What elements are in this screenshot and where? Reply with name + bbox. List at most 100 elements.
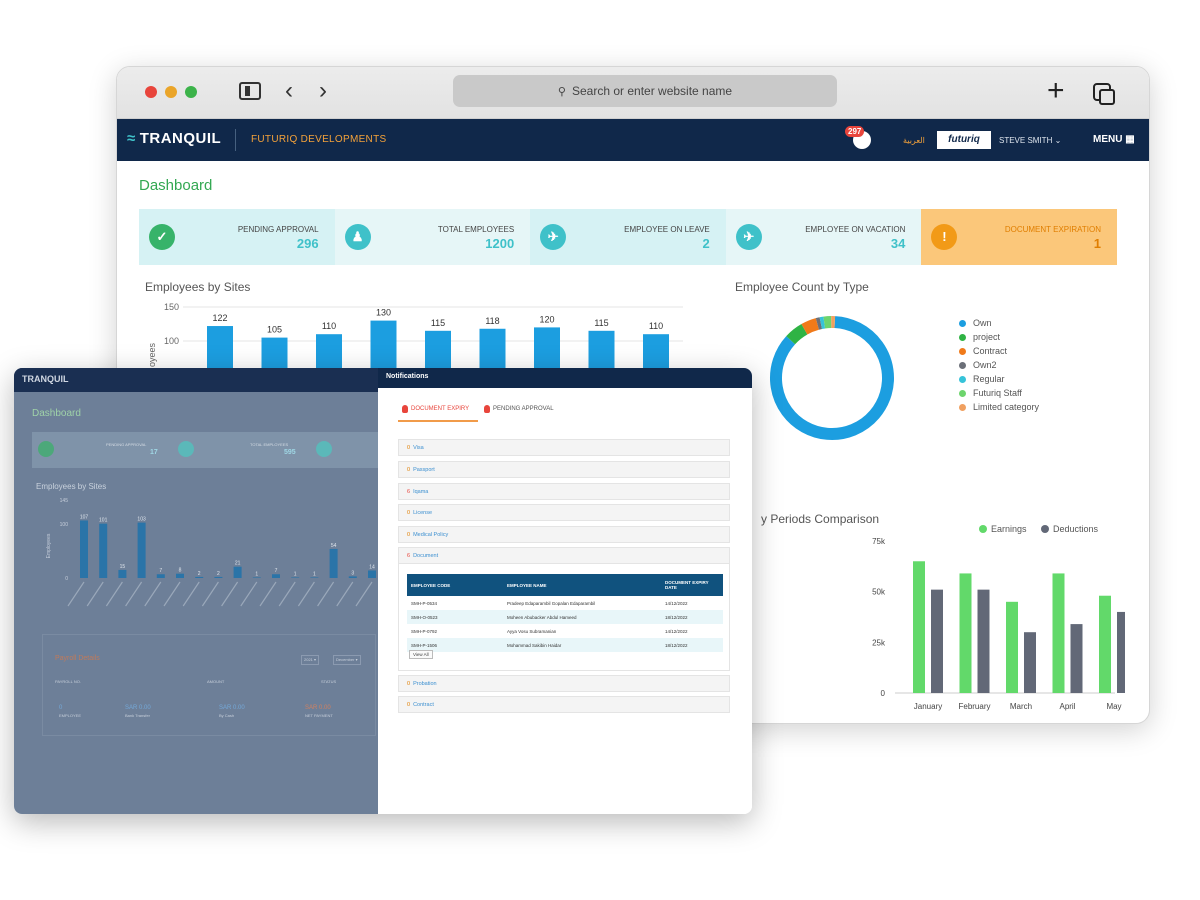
search-icon: ⚲	[557, 86, 566, 98]
bar-value-label: 54	[331, 543, 337, 549]
header-divider	[235, 129, 236, 151]
month-value: December	[336, 657, 355, 662]
bar-value-label: 110	[649, 321, 663, 331]
x-tick-label	[317, 581, 335, 607]
month-select[interactable]: December ▾	[333, 655, 361, 665]
donut-slice	[786, 324, 808, 345]
close-window-button[interactable]	[145, 86, 157, 98]
pin-icon	[402, 405, 408, 413]
pin-icon	[484, 405, 490, 413]
notifications-title: Notifications	[386, 373, 429, 380]
dimmed-summary-cards: PENDING APPROVAL 17 TOTAL EMPLOYEES 595	[32, 432, 378, 468]
bar-value-label: 8	[179, 568, 182, 574]
y-tick-label: 0	[65, 576, 68, 582]
dimmed-page-title: Dashboard	[32, 408, 81, 419]
expiry-row-passport[interactable]: 0 Passport	[398, 461, 730, 478]
bar	[310, 577, 319, 578]
expiry-row-contract[interactable]: 0 Contract	[398, 696, 730, 713]
app-logo[interactable]: ≈ TRANQUIL	[127, 130, 221, 147]
app-logo-text: TRANQUIL	[139, 130, 222, 147]
bar	[348, 576, 357, 578]
legend-item[interactable]: Contract	[959, 344, 1039, 358]
legend-swatch	[1041, 525, 1049, 533]
tabs-overview-icon[interactable]	[1093, 83, 1115, 105]
table-row[interactable]: SMH-O-0523 Moheen Abubacker Abdul Hameed…	[407, 610, 723, 624]
forward-icon[interactable]: ›	[319, 77, 327, 104]
bar	[214, 576, 223, 578]
user-name: STEVE SMITH	[999, 136, 1053, 145]
table-row[interactable]: SMH-P-0792 Ayya Vosu Subramanian 14/12/2…	[407, 624, 723, 638]
bar-value-label: 3	[351, 570, 354, 576]
cell-name: Moheen Abubacker Abdul Hameed	[503, 610, 661, 624]
bar-value-label: 2	[198, 571, 201, 577]
cell-code: SMH-P-1506	[407, 638, 503, 652]
bar-value-label: 2	[217, 571, 220, 577]
card-pending-approval[interactable]: ✓ PENDING APPROVAL 296	[139, 209, 335, 265]
tab-document-expiry[interactable]: DOCUMENT EXPIRY	[402, 405, 470, 413]
periods-comparison-chart: 75k 50k 25k 0 January February March April May Ea…	[872, 524, 1125, 711]
bar-value-label: 130	[376, 308, 391, 318]
user-menu[interactable]: STEVE SMITH ⌄	[999, 136, 1061, 145]
col-employee-code: EMPLOYEE CODE	[407, 574, 503, 596]
bar	[1099, 595, 1111, 693]
address-bar[interactable]: ⚲ Search or enter website name	[453, 75, 837, 107]
payroll-cash-amount: SAR 0.00	[219, 705, 245, 711]
bar	[1052, 573, 1065, 693]
client-logo: futuriq	[937, 131, 991, 149]
bar	[99, 523, 108, 578]
cell-date: 14/12/2022	[665, 600, 688, 606]
expiry-row-license[interactable]: 0 License	[398, 504, 730, 521]
cell-date: 18/12/2022	[661, 638, 723, 652]
legend-item[interactable]: Own	[959, 316, 1039, 330]
legend-item[interactable]: Regular	[959, 372, 1039, 386]
year-select[interactable]: 2021 ▾	[301, 655, 320, 665]
cell-code: SMH-P-0792	[411, 628, 438, 634]
bar-value-label: 15	[120, 564, 126, 570]
view-all-button[interactable]: View All	[409, 650, 433, 659]
y-tick-label: 25k	[872, 638, 886, 647]
bar	[252, 577, 261, 578]
row-label: Medical Policy	[413, 532, 449, 538]
bar-value-label: 120	[539, 314, 554, 324]
bar	[291, 577, 300, 578]
expiry-row-probation[interactable]: 0 Probation	[398, 675, 730, 692]
legend-item[interactable]: project	[959, 330, 1039, 344]
new-tab-button[interactable]: +	[1047, 74, 1065, 107]
bar	[118, 569, 127, 578]
tab-pending-approval[interactable]: PENDING APPROVAL	[484, 405, 554, 413]
bar	[931, 589, 943, 693]
expiry-row-document[interactable]: 6 Document	[398, 547, 730, 564]
card-employee-on-vacation[interactable]: ✈ EMPLOYEE ON VACATION 34	[725, 209, 922, 265]
back-icon[interactable]: ‹	[285, 77, 293, 104]
grid-icon: ▦	[1125, 134, 1135, 145]
legend-item[interactable]: Own2	[959, 358, 1039, 372]
table-row[interactable]: SMH-P-1506 Mohammad Sakibin Haidar 18/12…	[407, 638, 723, 652]
main-menu-button[interactable]: MENU ▦	[1093, 134, 1135, 145]
payroll-employee-count: 0	[59, 705, 63, 711]
expiry-row-iqama[interactable]: 6 Iqama	[398, 483, 730, 500]
legend-item[interactable]: Futuriq Staff	[959, 386, 1039, 400]
legend-swatch	[959, 390, 966, 398]
payroll-cash-label: By Cash	[219, 713, 235, 718]
expiry-row-medical-policy[interactable]: 0 Medical Policy	[398, 526, 730, 543]
tab-label: DOCUMENT EXPIRY	[411, 406, 470, 412]
bar-value-label: 1	[313, 571, 316, 577]
legend-swatch	[959, 320, 966, 328]
x-tick-label	[336, 581, 354, 607]
card-value: 1	[1093, 236, 1101, 251]
bar-value-label: 101	[99, 518, 108, 524]
sidebar-toggle-icon[interactable]	[239, 82, 261, 100]
card-total-employees[interactable]: ♟ TOTAL EMPLOYEES 1200	[334, 209, 531, 265]
maximize-window-button[interactable]	[185, 86, 197, 98]
table-row[interactable]: SMH-P-0534 Pradeep Edaparambil Gopalan E…	[407, 596, 723, 610]
language-switch[interactable]: العربية	[903, 136, 925, 145]
x-tick-label: March	[1010, 702, 1032, 711]
legend-item[interactable]: Limited category	[959, 400, 1039, 414]
x-tick-label	[67, 581, 85, 607]
card-employee-on-leave[interactable]: ✈ EMPLOYEE ON LEAVE 2	[530, 209, 726, 265]
minimize-window-button[interactable]	[165, 86, 177, 98]
row-count: 0	[407, 510, 411, 516]
expiry-row-visa[interactable]: 0 Visa	[398, 439, 730, 456]
card-document-expiration[interactable]: ! DOCUMENT EXPIRATION 1	[921, 209, 1117, 265]
dimmed-logo: TRANQUIL	[22, 374, 69, 384]
